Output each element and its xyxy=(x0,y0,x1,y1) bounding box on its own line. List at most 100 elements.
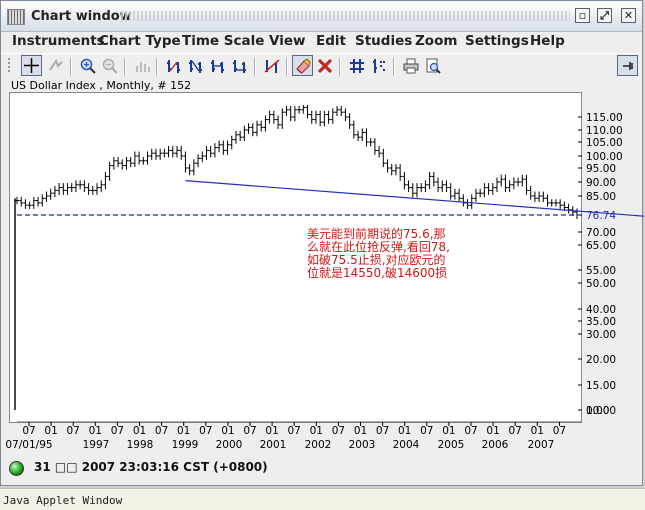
menu-view[interactable]: View xyxy=(269,33,306,49)
price-bar xyxy=(57,183,62,195)
price-bar xyxy=(301,105,306,114)
bar-style-icon[interactable] xyxy=(131,55,152,76)
x-month-label: 01 xyxy=(133,425,146,437)
price-bar xyxy=(86,183,91,195)
y-tick-label: 85.00 xyxy=(586,191,616,203)
price-bar xyxy=(356,130,361,142)
price-bar xyxy=(511,177,516,190)
x-year-label: 1997 xyxy=(83,439,110,451)
print-icon[interactable] xyxy=(400,55,421,76)
menu-chart-type[interactable]: Chart Type xyxy=(99,33,181,49)
indicator-icon[interactable] xyxy=(368,55,389,76)
price-bar xyxy=(124,156,129,170)
y-tick-label: 105.00 xyxy=(586,137,623,149)
annotation-line: 美元能到前期说的75.6,那 xyxy=(307,227,446,241)
y-tick-label: 20.00 xyxy=(586,354,616,366)
menu-studies[interactable]: Studies xyxy=(355,33,413,49)
chart-type-1-icon[interactable] xyxy=(163,55,184,76)
price-bar xyxy=(465,199,470,209)
price-bar xyxy=(305,105,310,119)
zoom-in-icon[interactable] xyxy=(77,55,98,76)
x-year-label: 2003 xyxy=(349,439,376,451)
pan-icon[interactable] xyxy=(45,55,66,76)
print-preview-icon[interactable] xyxy=(422,55,443,76)
toolbar-separator xyxy=(339,58,341,76)
y-tick-label: 50.00 xyxy=(586,278,616,290)
draw-trendline-icon[interactable] xyxy=(261,55,282,76)
x-month-label: 01 xyxy=(221,425,234,437)
price-bar xyxy=(208,145,213,158)
menu-edit[interactable]: Edit xyxy=(316,33,346,49)
price-bar xyxy=(406,180,411,193)
y-tick-label: 95.00 xyxy=(586,163,616,175)
price-bar xyxy=(339,105,344,117)
chart-type-4-icon[interactable] xyxy=(229,55,250,76)
price-bar xyxy=(461,194,466,207)
title-bar[interactable]: Chart window ▫ ⤢ ✕ xyxy=(1,1,642,32)
price-bar xyxy=(335,105,339,117)
price-bar xyxy=(246,123,251,134)
price-bar xyxy=(398,164,403,181)
price-bar xyxy=(107,161,112,181)
trendline[interactable] xyxy=(185,180,644,217)
delete-icon[interactable] xyxy=(314,55,335,76)
zoom-out-icon[interactable] xyxy=(99,55,120,76)
price-bar xyxy=(132,151,137,168)
annotation-line: 位就是14550,破14600损 xyxy=(307,266,448,280)
price-bar xyxy=(61,183,66,195)
price-bar xyxy=(528,185,533,200)
menu-zoom[interactable]: Zoom xyxy=(415,33,458,49)
chart-type-3-icon[interactable] xyxy=(207,55,228,76)
close-button[interactable]: ✕ xyxy=(621,8,636,23)
price-bar xyxy=(73,180,78,193)
price-bar xyxy=(516,177,521,187)
y-tick-label: 70.00 xyxy=(586,227,616,239)
price-bar xyxy=(52,185,57,198)
price-bar xyxy=(419,183,424,193)
price-bar xyxy=(225,140,230,155)
price-bar xyxy=(120,159,125,170)
price-bar xyxy=(116,156,121,168)
menu-help[interactable]: Help xyxy=(530,33,565,49)
erase-icon[interactable] xyxy=(292,55,313,76)
menu-instruments[interactable]: Instruments xyxy=(12,33,105,49)
price-bar xyxy=(313,110,318,124)
chart-type-2-icon[interactable] xyxy=(185,55,206,76)
restore-button[interactable]: ▫ xyxy=(575,8,590,23)
maximize-button[interactable]: ⤢ xyxy=(597,8,612,23)
price-bar xyxy=(427,171,432,190)
price-bar xyxy=(141,156,146,165)
price-bar xyxy=(99,180,104,193)
x-year-label: 2005 xyxy=(438,439,465,451)
price-bar xyxy=(423,180,428,193)
x-month-label: 01 xyxy=(442,425,455,437)
y-tick-label: 65.00 xyxy=(586,240,616,252)
price-bar xyxy=(473,188,478,202)
price-bar xyxy=(575,208,579,220)
price-bar xyxy=(217,140,222,153)
window-title: Chart window xyxy=(31,9,132,24)
price-bar xyxy=(175,145,179,158)
chart-plot-area[interactable] xyxy=(9,92,582,423)
price-bar xyxy=(250,123,255,137)
grid-icon[interactable] xyxy=(346,55,367,76)
crosshair-icon[interactable] xyxy=(21,55,42,76)
menu-time-scale[interactable]: Time Scale xyxy=(182,33,265,49)
price-bar xyxy=(103,171,108,190)
x-month-label: 07 xyxy=(243,425,256,437)
price-bar xyxy=(558,199,563,209)
price-bar xyxy=(351,120,356,139)
y-tick-label: 40.00 xyxy=(586,304,616,316)
status-bar: 31 □□ 2007 23:03:16 CST (+0800) xyxy=(1,454,642,484)
price-bar xyxy=(179,145,184,160)
price-bar xyxy=(330,108,335,124)
price-bar xyxy=(478,188,483,198)
detach-icon[interactable] xyxy=(617,55,638,76)
toolbar-separator xyxy=(124,58,126,76)
x-month-label: 07 xyxy=(376,425,389,437)
x-month-label: 07 xyxy=(199,425,212,437)
price-bar xyxy=(507,180,512,193)
x-month-label: 01 xyxy=(486,425,499,437)
menu-settings[interactable]: Settings xyxy=(465,33,529,49)
x-month-label: 07 xyxy=(67,425,80,437)
